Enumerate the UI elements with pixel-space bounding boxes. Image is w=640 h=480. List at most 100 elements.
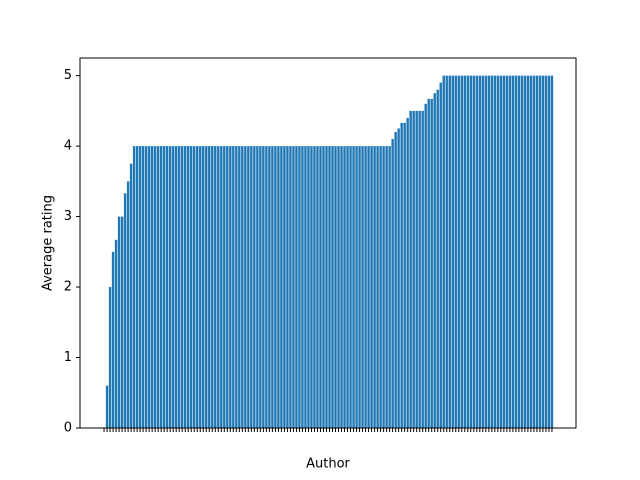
bar [328, 146, 331, 428]
bar [481, 75, 485, 428]
bar [523, 75, 527, 428]
bar [259, 146, 262, 428]
bar [352, 146, 355, 428]
bar [433, 93, 436, 428]
bar [346, 146, 349, 428]
bar [436, 89, 439, 428]
bar [532, 75, 536, 428]
bar [490, 75, 494, 428]
bar [171, 146, 175, 428]
bar [274, 146, 277, 428]
bar [460, 75, 463, 428]
bar [289, 146, 292, 428]
bar [397, 128, 400, 428]
bar [123, 193, 127, 428]
bar [400, 122, 403, 428]
bar [511, 75, 515, 428]
bar [520, 75, 524, 428]
y-tick-label: 2 [64, 280, 72, 295]
bar [331, 146, 334, 428]
bar [409, 110, 412, 428]
bar [111, 251, 115, 428]
bar [361, 146, 364, 428]
bar [343, 146, 346, 428]
bar [135, 146, 139, 428]
bar [298, 146, 301, 428]
bar [478, 75, 482, 428]
bar [150, 146, 154, 428]
bar [168, 146, 172, 428]
bar [304, 146, 307, 428]
bar [268, 146, 271, 428]
bar [445, 75, 448, 428]
bar [262, 146, 265, 428]
bar [232, 146, 235, 428]
bar [202, 146, 205, 428]
bar [457, 75, 460, 428]
bar [211, 146, 214, 428]
bar [196, 146, 199, 428]
bar [376, 146, 379, 428]
bar [547, 75, 551, 428]
bar [358, 146, 361, 428]
y-tick-label: 1 [64, 350, 72, 365]
y-tick-label: 4 [64, 139, 72, 154]
bar [421, 110, 424, 428]
bar [162, 146, 166, 428]
bar [283, 146, 286, 428]
bar [229, 146, 232, 428]
bar [307, 146, 310, 428]
bar [253, 146, 256, 428]
bar [199, 146, 202, 428]
bar [535, 75, 539, 428]
y-axis-label: Average rating [41, 195, 56, 291]
x-axis-label: Author [306, 457, 350, 472]
y-tick-label: 0 [64, 421, 72, 436]
bar [463, 75, 466, 428]
bar [205, 146, 208, 428]
bar [499, 75, 503, 428]
bar [316, 146, 319, 428]
bar [508, 75, 512, 428]
bar [114, 239, 118, 428]
bar [310, 146, 313, 428]
bar [271, 146, 274, 428]
bar [412, 110, 415, 428]
bar [526, 75, 530, 428]
bar [265, 146, 268, 428]
bar [517, 75, 521, 428]
bar [439, 82, 442, 429]
bar [223, 146, 226, 428]
bar [187, 146, 190, 428]
bar [153, 146, 157, 428]
bar [325, 146, 328, 428]
bar [394, 132, 397, 428]
bar [487, 75, 491, 428]
bar [442, 75, 445, 428]
bar [529, 75, 533, 428]
bar [469, 75, 472, 428]
bar [364, 146, 367, 428]
bar [129, 163, 133, 428]
bar [256, 146, 259, 428]
bar [382, 146, 385, 428]
bar [247, 146, 250, 428]
bar [141, 146, 145, 428]
bar [388, 146, 391, 428]
bar [322, 146, 325, 428]
bar [165, 146, 169, 428]
bar [220, 146, 223, 428]
bar [475, 75, 479, 428]
bar [538, 75, 542, 428]
bar [424, 103, 427, 429]
bar [367, 146, 370, 428]
bar [295, 146, 298, 428]
bar [349, 146, 352, 428]
bar [502, 75, 506, 428]
bar [379, 146, 382, 428]
bar [505, 75, 509, 428]
bar [132, 146, 136, 428]
bar [144, 146, 148, 428]
bar [301, 146, 304, 428]
bar [126, 181, 130, 428]
